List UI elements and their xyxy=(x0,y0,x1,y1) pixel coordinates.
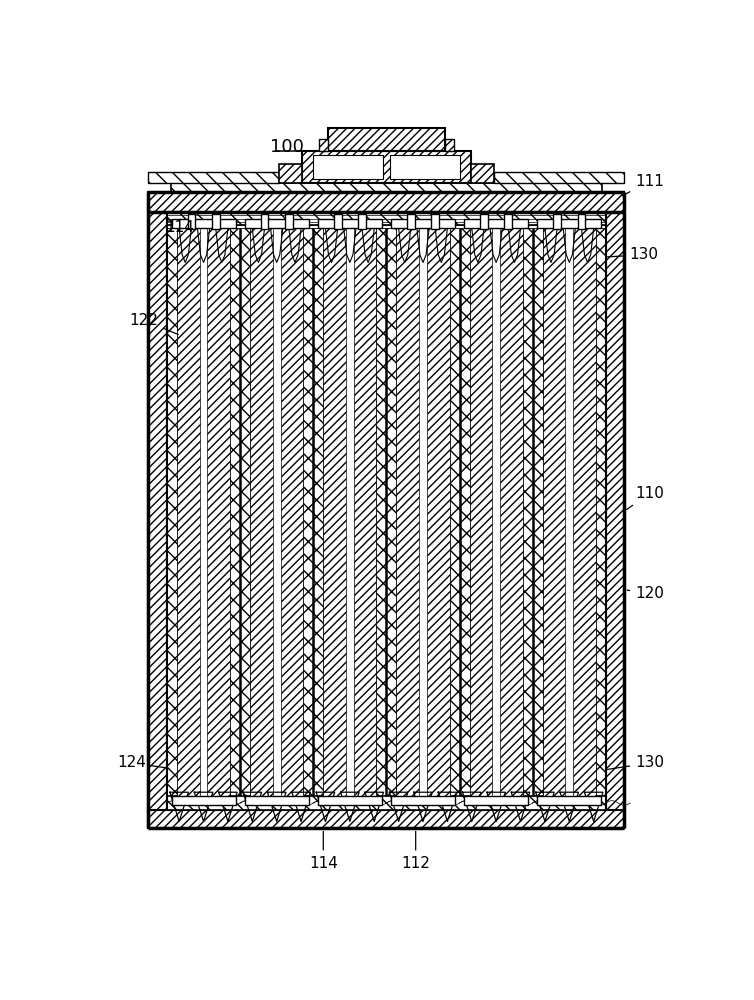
Bar xyxy=(313,155,382,179)
Bar xyxy=(566,228,573,796)
Bar xyxy=(319,139,328,151)
Bar xyxy=(538,219,601,228)
Bar xyxy=(149,192,624,212)
Text: 114: 114 xyxy=(165,220,198,244)
Bar xyxy=(533,228,606,796)
Bar xyxy=(285,214,293,229)
Bar xyxy=(334,214,342,229)
Bar xyxy=(172,219,235,228)
Bar xyxy=(323,228,376,796)
Text: 110: 110 xyxy=(627,486,664,510)
Bar xyxy=(445,139,454,151)
Bar xyxy=(606,212,624,828)
Text: 130: 130 xyxy=(607,247,658,262)
Bar xyxy=(397,228,449,796)
Text: 130: 130 xyxy=(607,755,664,770)
Text: 100: 100 xyxy=(270,138,304,156)
Bar xyxy=(470,228,523,796)
Bar xyxy=(245,219,308,228)
Text: 122: 122 xyxy=(130,313,178,335)
Bar xyxy=(172,796,235,805)
Text: 111: 111 xyxy=(622,174,664,196)
Bar xyxy=(313,228,386,796)
Text: 124: 124 xyxy=(117,755,167,770)
Bar xyxy=(273,228,280,796)
Bar xyxy=(171,183,602,192)
Bar xyxy=(346,228,354,796)
Text: 114: 114 xyxy=(309,831,338,871)
Bar xyxy=(200,228,207,796)
Bar xyxy=(167,796,606,810)
Bar xyxy=(391,796,455,805)
Bar xyxy=(407,214,415,229)
Text: 112: 112 xyxy=(401,831,430,871)
Text: 120: 120 xyxy=(627,586,664,601)
Bar xyxy=(261,214,268,229)
Bar xyxy=(480,214,488,229)
Bar xyxy=(553,214,561,229)
Bar xyxy=(543,228,596,796)
Bar xyxy=(494,172,624,183)
Bar xyxy=(464,796,528,805)
Bar xyxy=(578,214,585,229)
Bar xyxy=(464,219,528,228)
Bar xyxy=(318,219,382,228)
Bar xyxy=(149,810,624,828)
Bar xyxy=(328,128,445,151)
Bar xyxy=(167,228,240,796)
Bar xyxy=(386,228,460,796)
Bar xyxy=(188,214,195,229)
Bar xyxy=(245,796,308,805)
Bar xyxy=(471,164,494,183)
Bar xyxy=(318,796,382,805)
Bar xyxy=(460,228,533,796)
Bar xyxy=(279,164,302,183)
Bar xyxy=(431,214,439,229)
Bar xyxy=(538,796,601,805)
Bar xyxy=(419,228,427,796)
Bar xyxy=(149,212,167,828)
Bar xyxy=(212,214,219,229)
Bar xyxy=(391,219,455,228)
Bar xyxy=(358,214,366,229)
Bar xyxy=(391,155,460,179)
Bar xyxy=(177,228,230,796)
Bar xyxy=(302,151,471,183)
Bar xyxy=(149,172,279,183)
Bar xyxy=(250,228,303,796)
Bar xyxy=(504,214,512,229)
Bar xyxy=(167,212,606,225)
Bar xyxy=(492,228,500,796)
Bar xyxy=(240,228,313,796)
